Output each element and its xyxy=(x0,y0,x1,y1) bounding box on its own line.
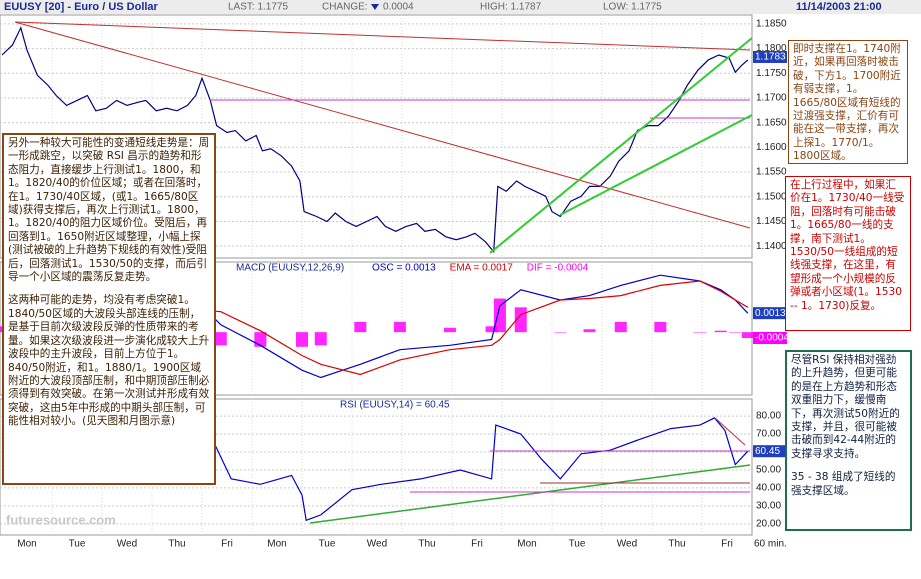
interval-label: 60 min. xyxy=(754,539,787,550)
x-tick-label: Fri xyxy=(221,539,233,550)
annotation-text: 即时支撑在1。1740附近，如果再回落时被击破，下方1。1700附近有弱支撑，1… xyxy=(793,43,901,163)
current-value-label: 60.45 xyxy=(755,446,780,457)
annotation-text: 另外一种较大可能性的变通短线走势是：周一形成跳空，以突破 RSI 昌示的趋势和形… xyxy=(8,137,210,284)
y-tick-label: 1.1700 xyxy=(756,93,787,104)
histogram-bar xyxy=(254,332,267,347)
annotation-text: 这两种可能的走势，均没有考虑突破1。1840/50区域的大波段头部连线的压制，是… xyxy=(8,294,210,428)
histogram-bar xyxy=(693,332,706,333)
histogram-bar xyxy=(314,332,327,346)
current-value-box xyxy=(753,445,787,458)
trend-line xyxy=(309,464,751,524)
annotation-box: 另外一种较大可能性的变通短线走势是：周一形成跳空，以突破 RSI 昌示的趋势和形… xyxy=(2,133,216,485)
y-tick-label: 50.00 xyxy=(756,465,781,476)
y-tick-label: 30.00 xyxy=(756,501,781,512)
last: LAST: 1.1775 xyxy=(228,2,288,13)
current-value-label: -0.0004 xyxy=(755,333,789,344)
trend-line xyxy=(489,37,753,254)
y-tick-label: 1.1550 xyxy=(756,167,787,178)
data-line xyxy=(1,26,749,254)
x-tick-label: Wed xyxy=(617,539,637,550)
chart-title: EUUSY [20] - Euro / US Dollar xyxy=(4,1,159,13)
x-tick-label: Mon xyxy=(517,539,536,550)
annotation-text: 尽管RSI 保持相对强劲的上升趋势，但更可能的是在上方趋势和形态双重阻力下，缓慢… xyxy=(791,354,900,460)
trend-line xyxy=(14,21,751,51)
header-bar xyxy=(0,0,921,14)
histogram-bar xyxy=(714,330,727,333)
histogram-bar xyxy=(583,329,596,333)
histogram-bar xyxy=(214,332,227,346)
trend-line xyxy=(714,417,746,446)
histogram-bar xyxy=(296,332,308,347)
x-tick-label: Thu xyxy=(668,539,685,550)
y-tick-label: 40.00 xyxy=(756,483,781,494)
annotation-text: 35 - 38 组成了短线的强支撑区域。 xyxy=(791,471,896,497)
current-value-label: 1.1783 xyxy=(755,52,786,63)
watermark: futuresource.com xyxy=(6,512,116,527)
legend-entry: EMA = 0.0017 xyxy=(450,263,514,274)
down-arrow xyxy=(371,4,379,10)
trend-line xyxy=(559,114,753,216)
y-tick-label: 1.1800 xyxy=(756,43,787,54)
x-tick-label: Fri xyxy=(471,539,483,550)
histogram-bar xyxy=(654,321,667,333)
y-tick-label: 1.1850 xyxy=(756,19,787,30)
x-tick-label: Tue xyxy=(569,539,586,550)
datetime: 11/14/2003 21:00 xyxy=(796,1,882,13)
x-tick-label: Mon xyxy=(267,539,286,550)
high: HIGH: 1.1787 xyxy=(480,2,542,13)
x-tick-label: Wed xyxy=(117,539,137,550)
y-tick-label: 1.1750 xyxy=(756,68,787,79)
histogram-bar xyxy=(354,321,367,333)
panel-title: MACD (EUUSY,12,26,9) xyxy=(236,263,344,274)
current-value-label: 0.0013 xyxy=(755,308,786,319)
y-tick-label: 1.1500 xyxy=(756,191,787,202)
histogram-bar xyxy=(493,298,506,333)
x-tick-label: Wed xyxy=(367,539,387,550)
x-tick-label: Thu xyxy=(168,539,185,550)
y-tick-label: 80.00 xyxy=(756,411,781,422)
y-tick-label: 1.1400 xyxy=(756,241,787,252)
histogram-bar xyxy=(443,327,456,333)
annotation-box: 在上行过程中，如果汇价在1。1730/40一线受阻，回落时有可能击破1。1665… xyxy=(785,176,911,331)
y-tick-label: 1.1650 xyxy=(756,117,787,128)
y-tick-label: 1.1600 xyxy=(756,142,787,153)
x-tick-label: Tue xyxy=(319,539,336,550)
histogram-bar xyxy=(741,332,754,338)
histogram-bar xyxy=(485,326,498,333)
y-tick-label: 1.1450 xyxy=(756,216,787,227)
histogram-bar xyxy=(729,332,742,333)
trend-line xyxy=(14,21,751,229)
trend-lines xyxy=(14,21,753,524)
x-tick-label: Tue xyxy=(69,539,86,550)
change-label: CHANGE: xyxy=(322,2,368,13)
current-value-box xyxy=(753,332,787,344)
low: LOW: 1.1775 xyxy=(603,2,662,13)
panel-title: RSI (EUUSY,14) = 60.45 xyxy=(340,400,450,411)
change: 0.0004 xyxy=(383,2,414,13)
y-tick-label: 20.00 xyxy=(756,519,781,530)
x-tick-label: Fri xyxy=(721,539,733,550)
annotation-text: 在上行过程中，如果汇价在1。1730/40一线受阻，回落时有可能击破1。1665… xyxy=(790,179,905,312)
histogram-bar xyxy=(614,321,627,333)
y-tick-label: 70.00 xyxy=(756,429,781,440)
annotation-box: 尽管RSI 保持相对强劲的上升趋势，但更可能的是在上方趋势和形态双重阻力下，缓慢… xyxy=(785,350,912,531)
x-tick-label: Mon xyxy=(17,539,36,550)
legend-entry: OSC = 0.0013 xyxy=(372,263,436,274)
current-value-box xyxy=(753,307,787,320)
annotation-box: 即时支撑在1。1740附近，如果再回落时被击破，下方1。1700附近有弱支撑，1… xyxy=(788,40,908,164)
x-tick-label: Thu xyxy=(418,539,435,550)
histogram-bar xyxy=(393,321,406,333)
current-value-box xyxy=(753,50,787,63)
legend-entry: DIF = -0.0004 xyxy=(527,263,589,274)
histogram-bar xyxy=(554,332,567,333)
